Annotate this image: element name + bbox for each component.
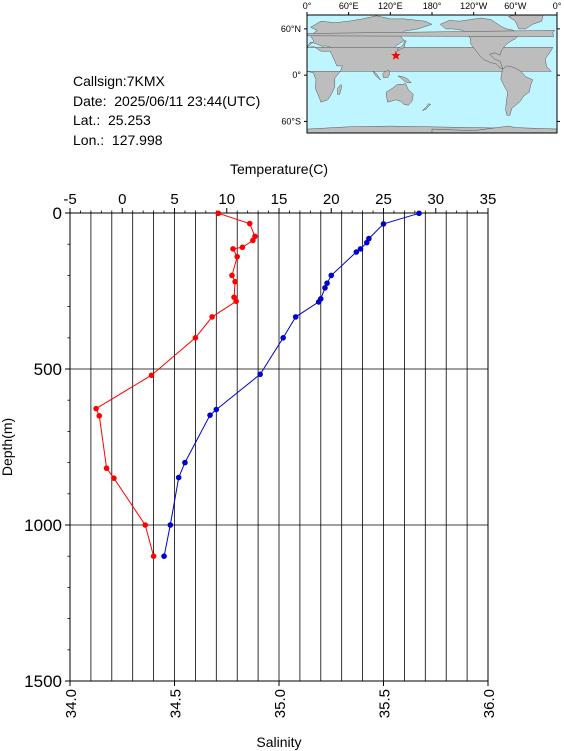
map-latitude-label: 60°S bbox=[281, 116, 301, 126]
salinity-point bbox=[416, 210, 422, 217]
salinity-axis-label: Salinity bbox=[256, 734, 301, 750]
depth-tick-label: 500 bbox=[34, 360, 62, 379]
salinity-point bbox=[292, 314, 299, 320]
salinity-point bbox=[161, 553, 167, 559]
temperature-point bbox=[234, 253, 240, 260]
temperature-point bbox=[150, 553, 157, 559]
map-landmass-madagascar bbox=[337, 83, 342, 95]
map-landmass-sumatra bbox=[372, 71, 381, 81]
temperature-tick-label: 30 bbox=[427, 191, 444, 208]
temperature-point bbox=[192, 335, 199, 341]
callsign-text: Callsign:7KMX bbox=[73, 73, 165, 89]
map-longitude-label: 120°W bbox=[460, 1, 488, 11]
temperature-point bbox=[246, 220, 253, 227]
map-longitude-label: 60°E bbox=[339, 1, 359, 11]
chart-series bbox=[93, 210, 422, 559]
temperature-point bbox=[232, 278, 238, 285]
salinity-point bbox=[280, 335, 286, 341]
salinity-tick-label: 35.5 bbox=[377, 689, 394, 718]
salinity-point bbox=[353, 249, 360, 255]
map-longitude-label: 60°W bbox=[504, 1, 527, 11]
salinity-point bbox=[322, 285, 328, 291]
map-landmass-japan bbox=[396, 40, 407, 52]
date-text: Date: 2025/06/11 23:44(UTC) bbox=[73, 92, 261, 109]
salinity-point bbox=[380, 221, 387, 227]
temperature-tick-label: 5 bbox=[170, 191, 178, 208]
salinity-point bbox=[207, 412, 213, 418]
temperature-point bbox=[111, 475, 117, 482]
station-marker-icon bbox=[391, 50, 401, 60]
temperature-tick-label: 35 bbox=[480, 191, 497, 208]
depth-tick-label: 1500 bbox=[24, 672, 62, 691]
salinity-point bbox=[213, 406, 220, 413]
temperature-point bbox=[230, 246, 236, 252]
map-landmass-new-guinea bbox=[397, 75, 412, 84]
map-longitude-label: 0° bbox=[303, 1, 312, 11]
map-landmass-australia bbox=[385, 83, 414, 106]
map-longitude-label: 120°E bbox=[378, 1, 403, 11]
map-landmass-south-america bbox=[500, 65, 534, 116]
chart-grid bbox=[70, 212, 488, 682]
temperature-tick-label: -5 bbox=[63, 191, 76, 208]
temperature-point bbox=[239, 244, 246, 251]
temperature-axis-label: Temperature(C) bbox=[230, 161, 328, 177]
map-longitude-label: 0° bbox=[553, 1, 562, 11]
salinity-point bbox=[315, 299, 322, 305]
temperature-point bbox=[93, 405, 99, 412]
station-star bbox=[391, 50, 401, 60]
depth-axis-label: Depth(m) bbox=[0, 418, 15, 476]
temperature-tick-label: 15 bbox=[271, 191, 288, 208]
salinity-tick-label: 35.0 bbox=[272, 689, 289, 718]
longitude-text: Lon.: 127.998 bbox=[73, 131, 163, 148]
station-info: Callsign:7KMX Date: 2025/06/11 23:44(UTC… bbox=[73, 72, 260, 150]
salinity-point bbox=[363, 239, 370, 246]
temperature-tick-label: 25 bbox=[375, 191, 392, 208]
salinity-point bbox=[257, 371, 263, 378]
temperature-point bbox=[96, 413, 103, 419]
temperature-point bbox=[233, 298, 239, 305]
map-landmass-borneo bbox=[382, 70, 390, 78]
latitude-text: Lat.: 25.253 bbox=[73, 112, 151, 128]
salinity-tick-label: 34.5 bbox=[168, 689, 185, 718]
temperature-point bbox=[103, 465, 110, 472]
temperature-tick-label: 10 bbox=[218, 191, 235, 208]
map-land bbox=[306, 14, 558, 134]
depth-tick-label: 1000 bbox=[24, 516, 62, 535]
temperature-point bbox=[209, 314, 215, 320]
map-longitude-label: 180° bbox=[423, 1, 442, 11]
temperature-point bbox=[148, 372, 155, 379]
salinity-tick-label: 36.0 bbox=[481, 689, 498, 718]
map-ticks: 0° 60°E 120°E 180° 120°W 60°W 0° 60°N 0° 60°S bbox=[281, 1, 562, 126]
temperature-point bbox=[215, 210, 222, 217]
temperature-point bbox=[142, 522, 149, 528]
temperature-point bbox=[250, 237, 256, 244]
salinity-point bbox=[328, 272, 335, 279]
salinity-point bbox=[357, 246, 364, 252]
temperature-profile-line bbox=[95, 212, 256, 557]
salinity-point bbox=[167, 522, 174, 528]
salinity-point bbox=[182, 459, 188, 466]
salinity-tick-label: 34.0 bbox=[63, 689, 80, 718]
temperature-point bbox=[229, 272, 235, 279]
salinity-point bbox=[324, 280, 330, 287]
temperature-tick-label: 0 bbox=[118, 191, 126, 208]
world-map: 0° 60°E 120°E 180° 120°W 60°W 0° 60°N 0° 60°S bbox=[281, 1, 562, 134]
map-landmass-new-zealand bbox=[422, 103, 432, 111]
map-landmass-north-america bbox=[439, 17, 520, 70]
temperature-tick-label: 20 bbox=[323, 191, 340, 208]
map-latitude-label: 60°N bbox=[281, 24, 301, 34]
salinity-point bbox=[175, 474, 182, 481]
map-landmass-uk bbox=[306, 30, 556, 37]
depth-tick-label: 0 bbox=[53, 204, 62, 223]
map-latitude-label: 0° bbox=[292, 70, 301, 80]
salinity-profile-line bbox=[163, 212, 420, 557]
